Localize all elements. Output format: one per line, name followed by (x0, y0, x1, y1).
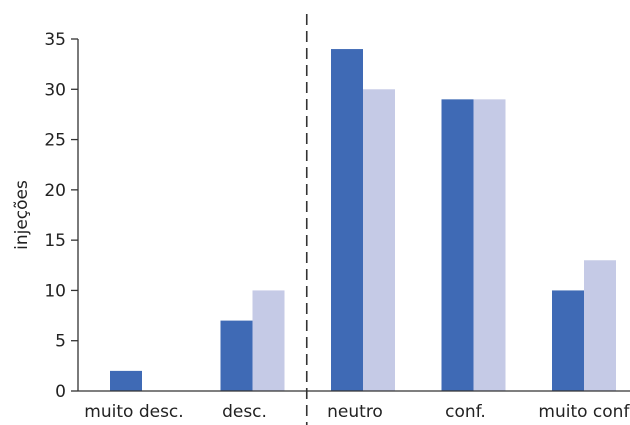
x-category-label: desc. (222, 402, 267, 422)
bar-series-1 (441, 99, 474, 391)
bar-series-2 (363, 89, 395, 392)
bar-series-2 (584, 260, 616, 391)
y-tick-label: 10 (44, 281, 66, 301)
x-category-label: muito desc. (84, 402, 183, 422)
bar-series-1 (220, 320, 253, 391)
y-tick-label: 0 (55, 382, 66, 402)
bar-series-1 (110, 370, 142, 391)
y-axis: 0 5 10 15 20 25 30 35 (44, 30, 79, 402)
x-category-label: conf. (445, 402, 486, 422)
bar-series-1 (331, 49, 363, 392)
x-category-label: muito conf. (538, 402, 630, 422)
y-tick-label: 20 (44, 181, 66, 201)
y-tick-label: 25 (44, 131, 66, 151)
y-tick-label: 35 (44, 30, 66, 50)
x-category-label: neutro (327, 402, 383, 422)
y-tick-label: 15 (44, 231, 66, 251)
x-axis: muito desc. desc. neutro conf. muito conf. (78, 390, 630, 422)
y-tick-label: 5 (55, 332, 66, 352)
y-axis-title: injeções (12, 180, 32, 250)
y-tick-label: 30 (44, 80, 66, 100)
bar-series-2 (473, 99, 506, 391)
bar-series-1 (552, 290, 584, 391)
bar-series-2 (252, 290, 285, 391)
bars (110, 49, 616, 392)
